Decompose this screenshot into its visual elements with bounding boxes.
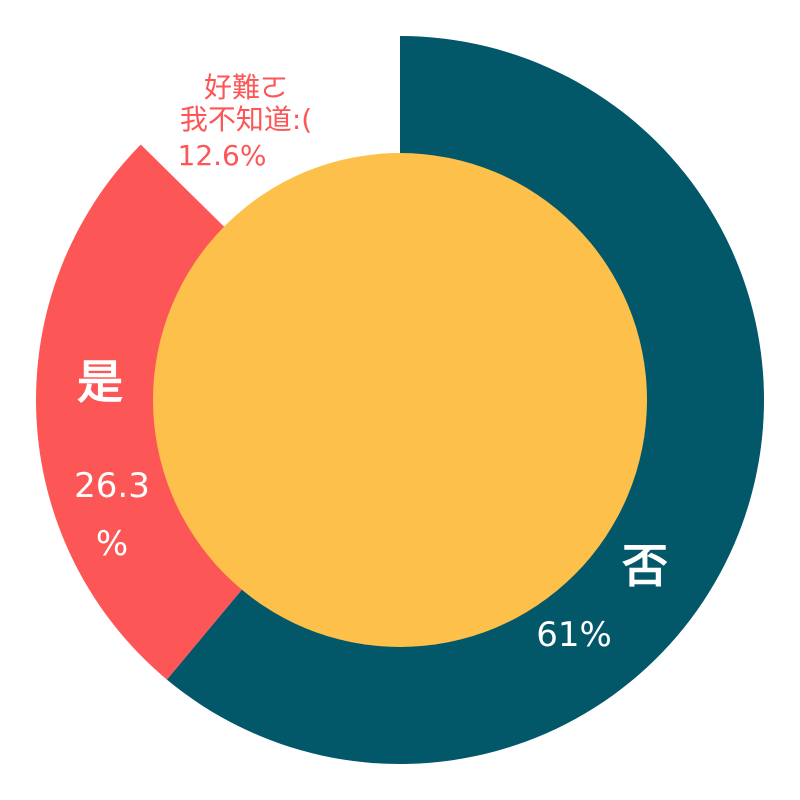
slice-1-value-label: 61% (536, 615, 612, 655)
slice-2-name-label: 是 (77, 355, 123, 409)
slice-3-value-label: 12.6% (178, 139, 267, 172)
donut-center (153, 153, 647, 647)
slice-2-value-label: 26.3% (74, 466, 150, 564)
slice-3-name-label: 好難ㄛ 我不知道:( (180, 71, 312, 136)
slice-1-name-label: 否 (622, 539, 668, 593)
